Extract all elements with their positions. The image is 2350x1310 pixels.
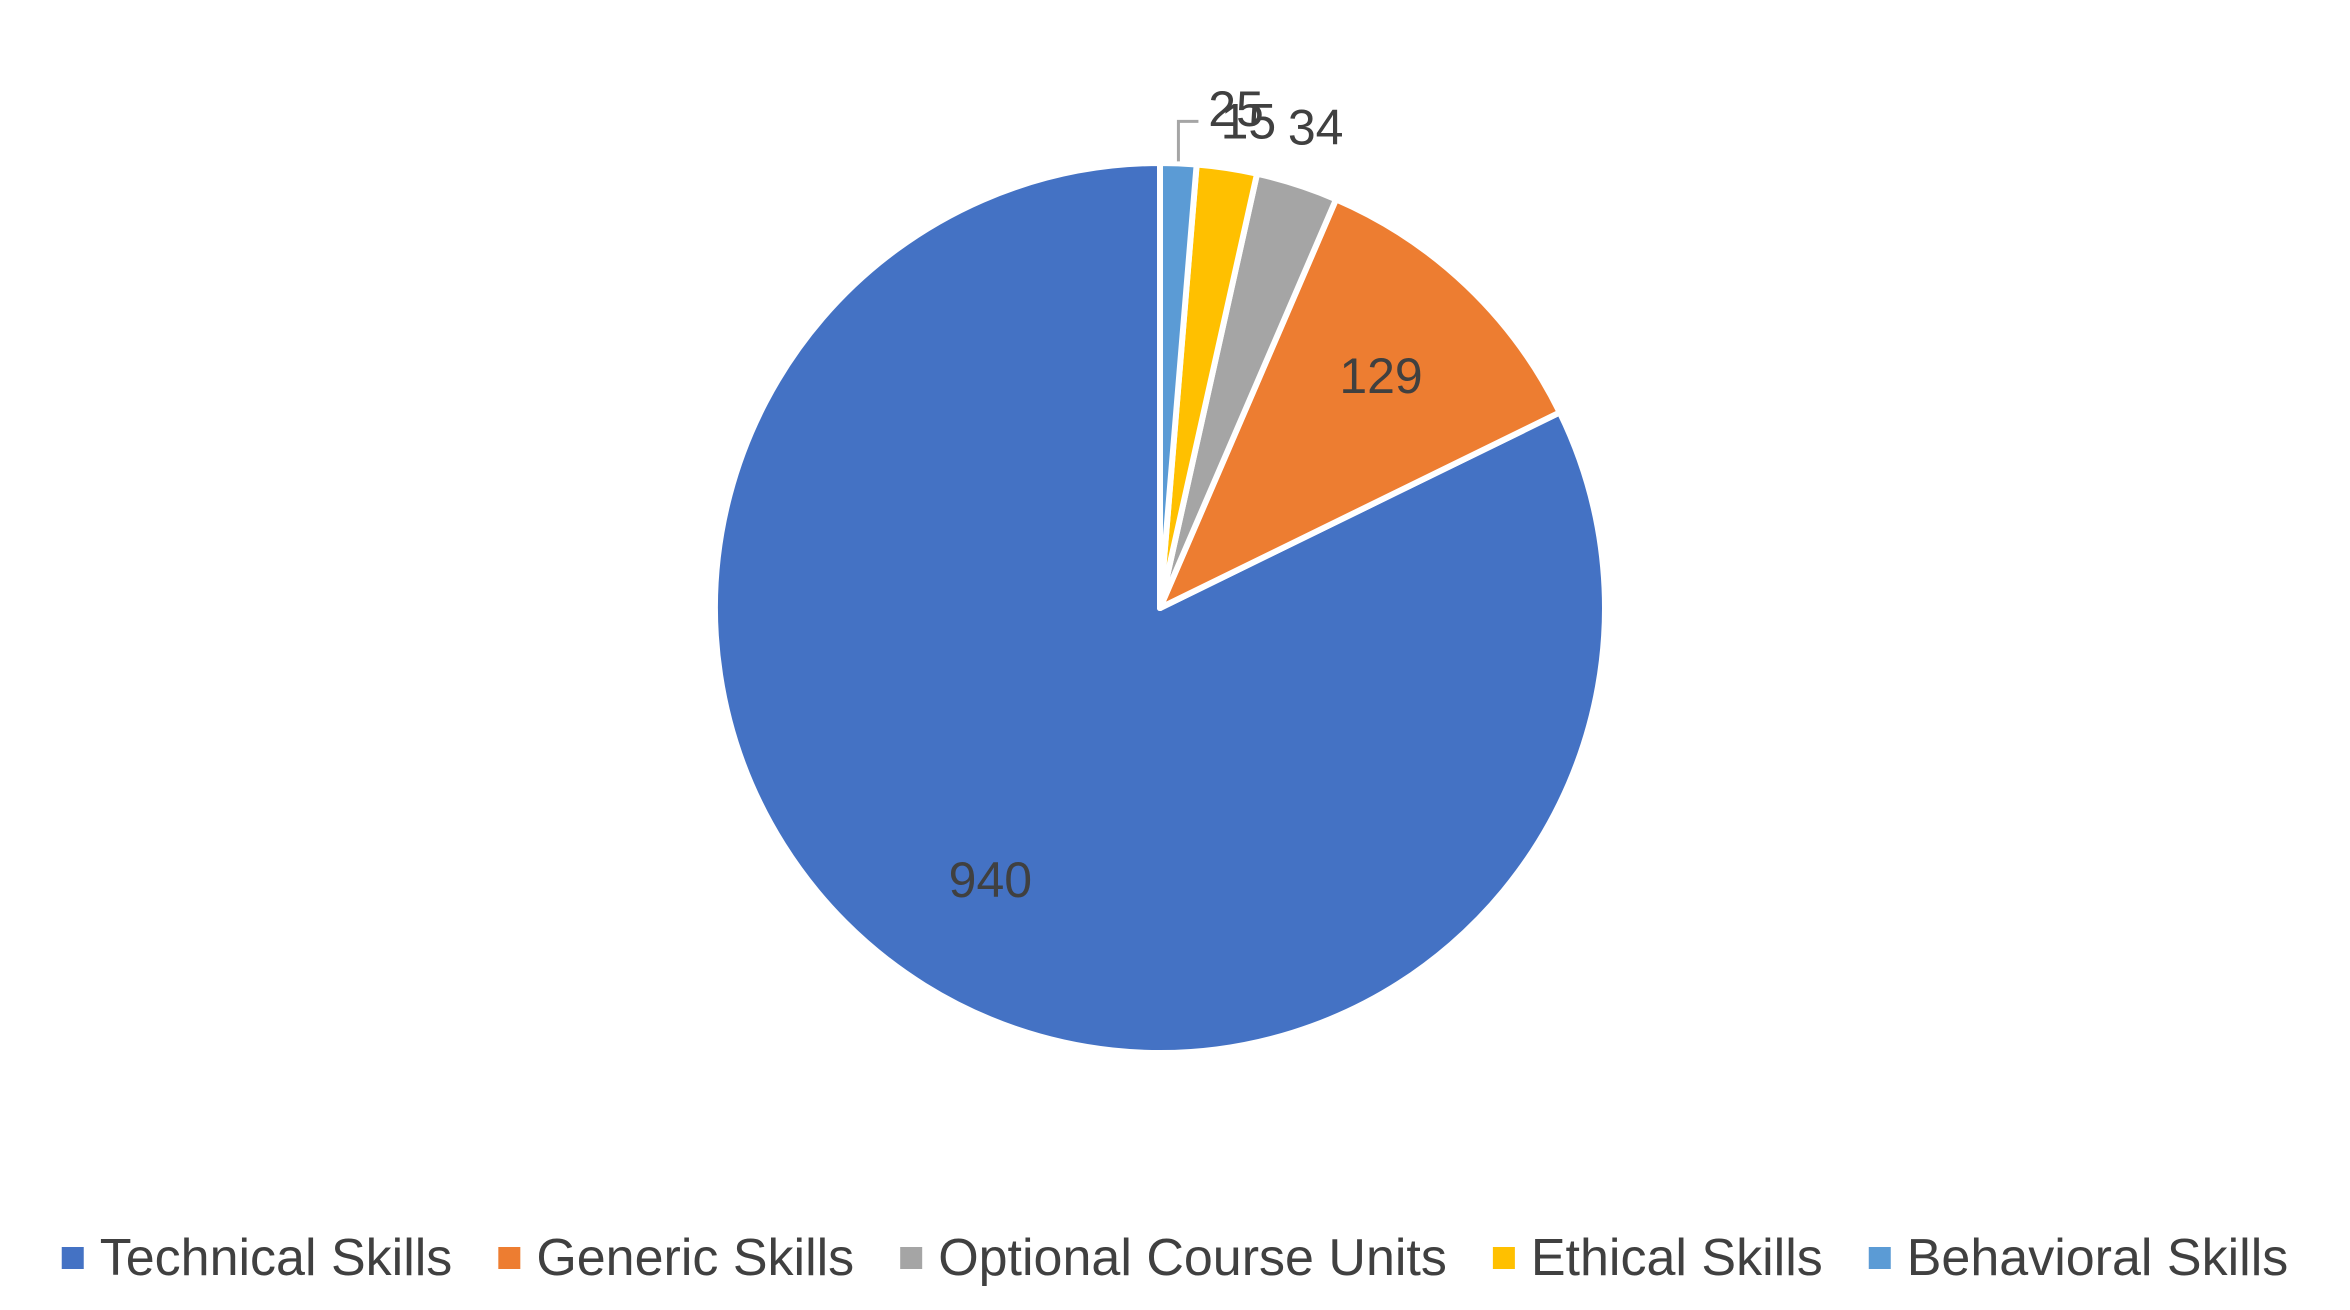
legend-swatch-ethical-skills <box>1492 1247 1515 1269</box>
legend-item-ethical-skills: Ethical Skills <box>1492 1229 1823 1287</box>
legend-swatch-generic-skills <box>498 1247 521 1269</box>
leader-line-behavioral-skills <box>1176 119 1199 162</box>
legend-swatch-behavioral-skills <box>1868 1247 1891 1269</box>
legend-label-technical-skills: Technical Skills <box>100 1229 453 1287</box>
data-label-ethical-skills: 25 <box>1208 81 1264 137</box>
legend-label-generic-skills: Generic Skills <box>536 1229 854 1287</box>
data-label-optional-course-units: 34 <box>1288 100 1344 156</box>
pie-slice-behavioral-skills <box>1157 160 1200 611</box>
data-label-technical-skills: 940 <box>949 852 1032 908</box>
legend-label-optional-course-units: Optional Course Units <box>938 1229 1447 1287</box>
legend: Technical Skills Generic Skills Optional C… <box>61 1229 2289 1287</box>
pie-slices <box>712 160 1608 1056</box>
legend-item-behavioral-skills: Behavioral Skills <box>1868 1229 2289 1287</box>
data-label-generic-skills: 129 <box>1339 348 1422 404</box>
legend-label-ethical-skills: Ethical Skills <box>1531 1229 1823 1287</box>
pie-slice-generic-skills <box>1157 196 1563 611</box>
legend-swatch-technical-skills <box>61 1247 84 1269</box>
legend-item-generic-skills: Generic Skills <box>498 1229 854 1287</box>
legend-item-technical-skills: Technical Skills <box>61 1229 453 1287</box>
data-label-behavioral-skills: 15 <box>1221 93 1277 149</box>
legend-item-optional-course-units: Optional Course Units <box>900 1229 1447 1287</box>
legend-label-behavioral-skills: Behavioral Skills <box>1907 1229 2289 1287</box>
legend-swatch-optional-course-units <box>900 1247 923 1269</box>
